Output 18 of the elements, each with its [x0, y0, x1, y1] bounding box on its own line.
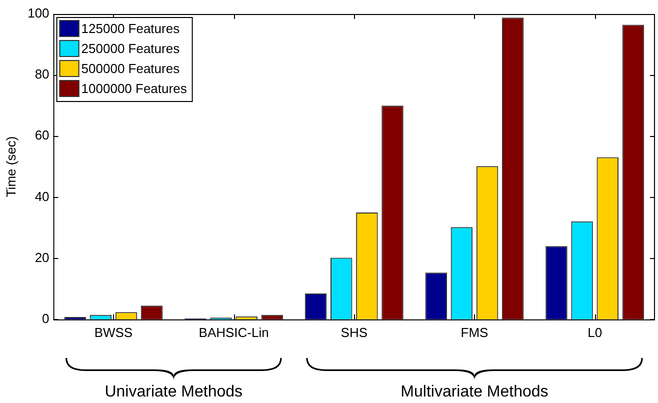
legend-label: 500000 Features — [81, 61, 180, 76]
y-tick-label: 20 — [34, 250, 50, 265]
text: Multivariate Methods — [400, 383, 548, 400]
y-tick-label: 60 — [34, 128, 50, 143]
legend-label: 1000000 Features — [81, 81, 188, 96]
x-tick-label: SHS — [340, 324, 368, 340]
x-tick-label: FMS — [460, 324, 489, 340]
y-tick-label: 0 — [42, 310, 50, 326]
x-tick-label: L0 — [588, 324, 602, 340]
y-tick-label: 100 — [28, 6, 50, 21]
x-tick-label: BAHSIC-Lin — [198, 324, 269, 340]
legend-label: 250000 Features — [81, 41, 180, 56]
y-axis-title: Time (sec) — [3, 136, 18, 198]
y-tick-label: 40 — [34, 188, 50, 204]
x-tick-label: BWSS — [94, 324, 133, 340]
legend-label: 125000 Features — [81, 21, 180, 36]
text: Univariate Methods — [104, 383, 243, 400]
y-tick-label: 80 — [34, 66, 50, 82]
